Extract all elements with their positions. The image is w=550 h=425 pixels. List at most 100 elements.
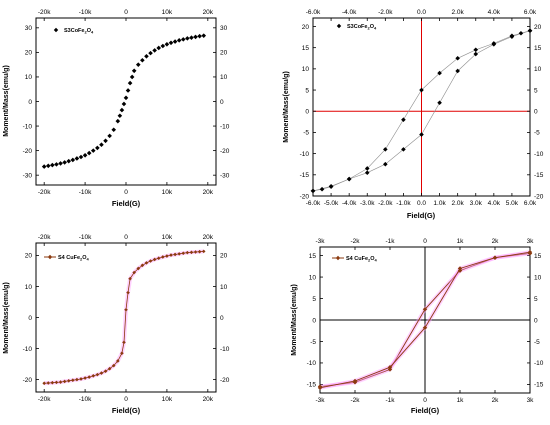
y-tick-label: 20 [302,24,310,31]
x-tick-label: 5.0k [506,200,519,207]
y-tick-label: 0 [28,99,32,106]
data-point [189,35,194,40]
y-tick-label: 0 [305,109,309,116]
data-point [116,359,120,363]
data-point [66,379,71,383]
legend: S3CoFe2O4 [53,27,94,35]
y-tick-label-right: 15 [534,45,542,52]
y-tick-label: -5 [310,339,316,346]
data-point [45,163,51,169]
data-point [111,363,116,368]
y-tick-label: 5 [312,296,316,303]
data-point [62,160,67,165]
x-tick-label: 20k [203,396,214,403]
series-halo [44,249,204,386]
y-tick-label: 5 [305,87,309,94]
y-tick-label: -20 [23,377,33,384]
x-tick-label: -1.0k [396,200,411,207]
data-point [140,263,145,268]
data-point [527,249,533,255]
data-point [131,68,137,74]
legend-marker [47,254,53,260]
data-point [124,307,128,312]
data-point [197,33,202,39]
x-tick-label: -3.0k [360,200,375,207]
y-tick-label: -10 [23,123,33,130]
data-point [75,377,79,382]
y-tick-label: -20 [23,148,33,155]
data-point [117,113,123,119]
data-point [90,148,96,153]
x-tick-label-top: -6.0k [306,9,321,16]
zero-axis-lines [313,18,530,196]
y-tick-label-right: -20 [534,193,544,200]
data-point [193,250,198,254]
data-point [87,375,91,379]
x-tick-label: -20k [38,396,51,403]
data-point [387,365,393,370]
data-point [176,38,182,43]
data-point [79,377,83,381]
data-point [383,161,388,167]
data-point [50,162,55,168]
data-point [527,28,533,34]
ticks [312,18,531,197]
x-tick-label: 10k [162,396,173,403]
data-point [99,142,104,148]
data-point [310,188,316,194]
x-tick-label: 0 [423,397,427,404]
data-point [107,133,112,139]
data-point [173,252,177,257]
data-point [66,158,72,164]
data-point [127,80,133,86]
series-lines [44,249,204,386]
x-axis-label: Field(G) [407,211,436,220]
tick-labels: -20k -10k 0 10k 20k -20k -10k 0 10k 20k -30 -30 -20 -… [23,9,230,196]
x-tick-label-top: 0 [423,238,427,245]
y-tick-label-right: 0 [220,315,224,322]
x-axis-label: Field(G) [112,199,141,208]
data-point [422,325,428,330]
data-point [99,371,104,375]
x-tick-label-top: 0 [124,234,128,241]
data-point [71,378,75,383]
data-point [115,118,121,124]
data-marks [42,249,206,386]
x-tick-label: -10k [79,396,92,403]
x-tick-label: 1.0k [433,200,446,207]
data-point [111,127,117,133]
legend-text: S3CoFe2O4 [347,24,377,31]
y-tick-label: 20 [25,50,33,57]
data-point [129,74,135,80]
y-tick-label: 10 [309,274,317,281]
data-point [156,45,162,51]
y-tick-label-right: 0 [220,99,224,106]
data-point [74,156,80,161]
tick-labels: -20k -10k 0 10k 20k -20k -10k 0 10k 20k -20 -20 -10 -… [23,234,230,403]
data-point [152,48,157,53]
data-point [197,249,202,254]
data-point [181,251,186,256]
data-point [70,157,76,163]
y-tick-label: 0 [312,317,316,324]
data-point [419,132,424,137]
data-point [419,87,424,93]
y-tick-label: 15 [302,45,310,52]
x-tick-label: -2k [350,397,360,404]
x-tick-label: 10k [162,189,173,196]
y-axis-label: Moment/Mass(emu/g) [3,65,10,137]
x-axis-label: Field(G) [112,406,141,415]
zero-axis-lines [320,247,530,393]
data-point [401,117,406,123]
data-point [455,68,460,74]
x-tick-label-top: 20k [203,9,214,16]
y-tick-label-right: 30 [220,25,228,32]
x-tick-label-top: 3k [527,238,535,245]
x-tick-label-top: 2k [492,238,500,245]
data-point [103,369,108,374]
data-point [177,252,181,256]
y-tick-label: -10 [307,360,317,367]
x-tick-label: -6.0k [306,200,321,207]
y-tick-label: -15 [307,382,317,389]
